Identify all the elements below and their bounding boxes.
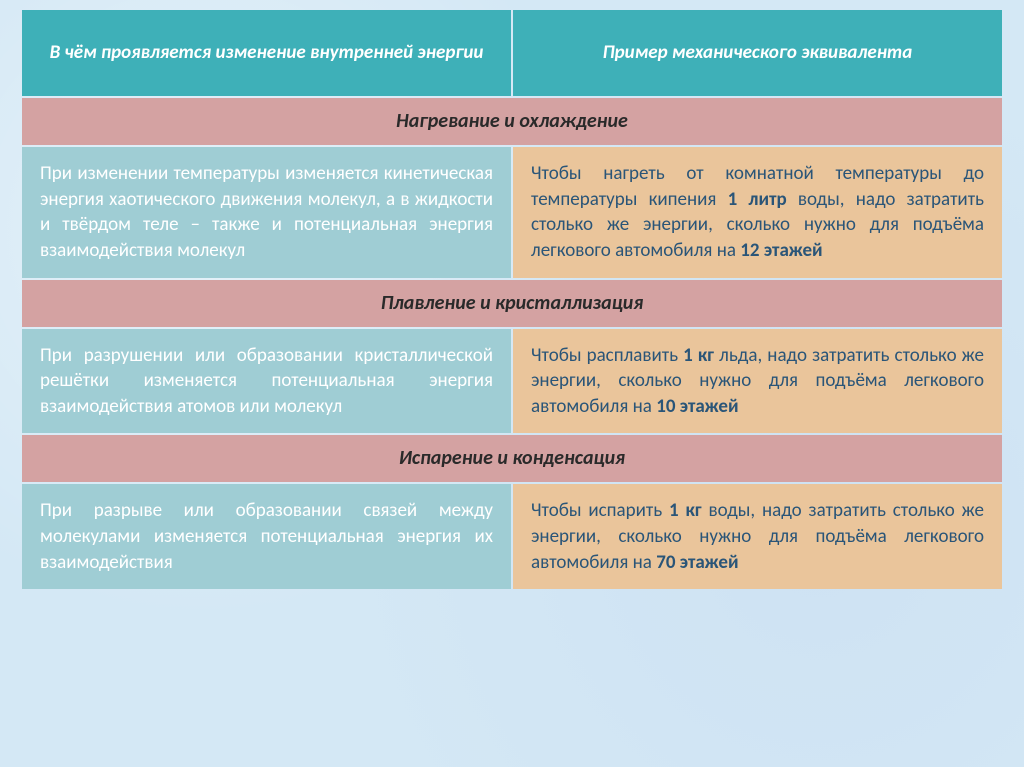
- header-left: В чём проявляется изменение внутренней э…: [22, 10, 511, 96]
- bold: 70 этажей: [656, 551, 738, 574]
- text: Чтобы расплавить: [531, 344, 683, 367]
- header-right: Пример механического эквивалента: [513, 10, 1002, 96]
- physics-table: В чём проявляется изменение внутренней э…: [20, 8, 1004, 591]
- section-1-right: Чтобы расплавить 1 кг льда, надо затрати…: [513, 329, 1002, 434]
- bold: 1 кг: [683, 344, 714, 367]
- section-0-left: При изменении температуры изменяется кин…: [22, 147, 511, 278]
- bold: 12 этажей: [740, 239, 822, 262]
- section-2-left: При разрыве или образовании связей между…: [22, 484, 511, 589]
- section-title-1: Плавление и кристаллизация: [22, 280, 1002, 327]
- bold: 1 литр: [728, 188, 787, 211]
- bold: 1 кг: [669, 499, 702, 522]
- section-2-right: Чтобы испарить 1 кг воды, надо затратить…: [513, 484, 1002, 589]
- bold: 10 этажей: [656, 395, 738, 418]
- section-0-right: Чтобы нагреть от комнатной температуры д…: [513, 147, 1002, 278]
- text: Чтобы испарить: [531, 499, 669, 522]
- section-1-left: При разрушении или образовании кристалли…: [22, 329, 511, 434]
- section-title-0: Нагревание и охлаждение: [22, 98, 1002, 145]
- section-title-2: Испарение и конденсация: [22, 435, 1002, 482]
